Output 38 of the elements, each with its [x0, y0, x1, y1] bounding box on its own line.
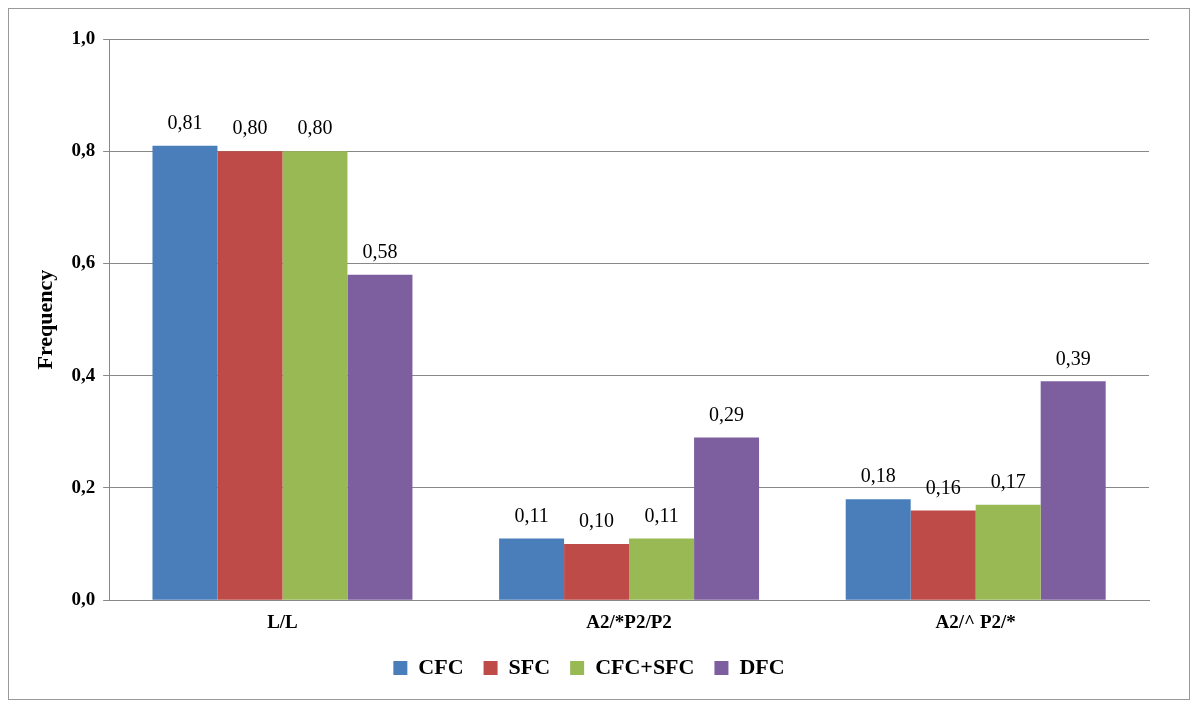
data-label: 0,17: [990, 470, 1026, 493]
x-tick-label: A2/*P2/P2: [586, 610, 672, 632]
bar: [975, 504, 1041, 600]
data-label: 0,80: [232, 116, 268, 139]
y-tick-label: 0,2: [71, 475, 96, 497]
bar: [499, 538, 565, 600]
data-label: 0,58: [362, 239, 398, 262]
y-axis-title: Frequency: [31, 269, 57, 370]
bar: [910, 510, 976, 600]
x-tick-label: A2/^ P2/*: [935, 610, 1016, 632]
legend-label: CFC: [418, 653, 464, 679]
data-label: 0,39: [1055, 346, 1091, 369]
data-label: 0,11: [514, 503, 549, 526]
legend-label: DFC: [739, 653, 785, 679]
bar: [1040, 381, 1106, 600]
legend-label: SFC: [508, 653, 551, 679]
y-tick-label: 1,0: [71, 26, 96, 48]
data-label: 0,29: [709, 402, 745, 425]
y-tick-label: 0,0: [71, 588, 96, 610]
data-label: 0,18: [860, 464, 896, 487]
data-label: 0,80: [297, 116, 333, 139]
data-label: 0,81: [167, 110, 203, 133]
data-label: 0,16: [925, 475, 961, 498]
bar: [152, 145, 218, 600]
bar: [564, 544, 630, 600]
bar: [347, 274, 413, 600]
legend-label: CFC+SFC: [595, 653, 695, 679]
data-label: 0,11: [644, 503, 679, 526]
bar: [282, 151, 348, 600]
x-tick-label: L/L: [267, 610, 298, 632]
y-tick-label: 0,6: [71, 251, 96, 273]
bar: [629, 538, 695, 600]
y-tick-label: 0,4: [71, 363, 96, 385]
y-tick-label: 0,8: [71, 139, 96, 161]
bar: [217, 151, 283, 600]
data-label: 0,10: [579, 509, 615, 532]
bar: [694, 437, 760, 600]
bar: [845, 499, 911, 600]
